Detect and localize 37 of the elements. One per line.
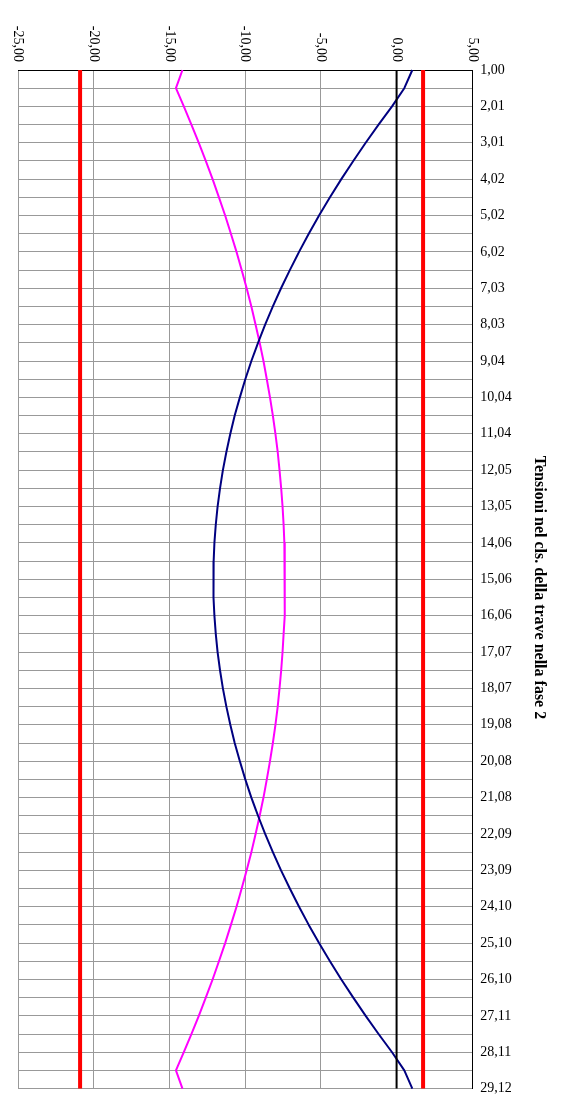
y-tick-label: 1,00 xyxy=(480,61,505,77)
y-tick-label: 15,06 xyxy=(480,570,512,586)
x-tick-label: -10,00 xyxy=(238,25,254,62)
y-tick-label: 29,12 xyxy=(480,1080,512,1096)
y-tick-label: 18,07 xyxy=(480,680,512,696)
y-tick-label: 4,02 xyxy=(480,170,505,186)
y-tick-label: 19,08 xyxy=(480,716,512,732)
x-tick-label: -20,00 xyxy=(87,25,103,62)
y-tick-label: 7,03 xyxy=(480,279,505,295)
y-tick-label: 11,04 xyxy=(480,425,512,441)
y-tick-label: 26,10 xyxy=(480,971,512,987)
y-tick-label: 28,11 xyxy=(480,1043,512,1059)
y-tick-label: 13,05 xyxy=(480,498,512,514)
x-tick-label: -5,00 xyxy=(314,32,330,62)
y-tick-label: 10,04 xyxy=(480,389,512,405)
y-tick-label: 25,10 xyxy=(480,934,512,950)
y-tick-label: 9,04 xyxy=(480,352,505,368)
y-tick-label: 3,01 xyxy=(480,134,505,150)
y-tick-label: 23,09 xyxy=(480,862,512,877)
y-tick-label: 21,08 xyxy=(480,789,512,805)
x-tick-label: -25,00 xyxy=(11,25,27,62)
x-tick-label: -15,00 xyxy=(162,25,178,62)
x-tick-label: 0,00 xyxy=(389,37,405,62)
y-tick-label: 24,10 xyxy=(480,898,512,914)
y-tick-label: 20,08 xyxy=(480,752,512,768)
y-tick-label: 14,06 xyxy=(480,534,512,550)
y-tick-label: 5,02 xyxy=(480,207,505,223)
y-tick-label: 8,03 xyxy=(480,316,505,332)
x-tick-label: 5,00 xyxy=(465,37,481,62)
y-tick-label: 6,02 xyxy=(480,243,505,259)
y-tick-label: 16,06 xyxy=(480,607,512,623)
y-tick-label: 17,07 xyxy=(480,643,512,659)
text: Tensioni nel cls. della trave nella fase 2 xyxy=(532,455,550,720)
y-tick-label: 12,05 xyxy=(480,461,512,477)
y-tick-label: 27,11 xyxy=(480,1007,512,1023)
y-tick-label: 2,01 xyxy=(480,98,505,114)
y-tick-label: 22,09 xyxy=(480,825,512,841)
